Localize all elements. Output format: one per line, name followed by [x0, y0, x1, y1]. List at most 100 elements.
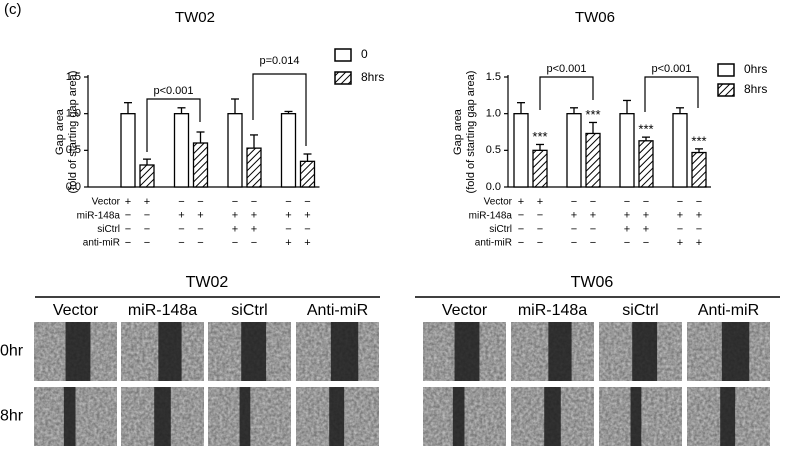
wound-gap [63, 387, 76, 446]
error-bar [623, 99, 631, 114]
significance-marker: *** [691, 133, 706, 148]
treatment-sign: − [251, 196, 257, 208]
treatment-sign: − [285, 196, 291, 208]
legend-swatch [334, 48, 352, 62]
treatment-sign: + [696, 210, 702, 222]
wound-gap [158, 322, 182, 381]
column-label: siCtrl [622, 302, 658, 319]
y-axis-label: Gap area [54, 108, 66, 155]
treatment-sign: − [178, 196, 184, 208]
treatment-sign: + [178, 210, 184, 222]
treatment-sign: − [232, 196, 238, 208]
treatment-sign: − [125, 223, 131, 235]
treatment-sign: − [144, 210, 150, 222]
bar [173, 113, 190, 188]
wound-gap [241, 322, 267, 381]
legend-swatch [717, 83, 735, 97]
bar [532, 149, 548, 188]
treatment-sign: + [643, 223, 649, 235]
error-bar [196, 131, 205, 143]
wound-gap [454, 322, 480, 381]
error-bar [231, 98, 239, 114]
micrograph [687, 387, 770, 446]
treatment-sign: − [537, 210, 543, 222]
treatment-sign: + [537, 196, 543, 208]
micrograph [34, 387, 117, 446]
treatment-label: miR-148a [469, 210, 513, 221]
error-bar [143, 158, 151, 165]
wound-gap [544, 387, 561, 446]
micrograph [511, 322, 594, 381]
error-bar [570, 107, 578, 114]
error-bar [536, 143, 544, 151]
legend-label: 0 [361, 47, 368, 61]
wound-gap [239, 387, 251, 446]
treatment-sign: + [643, 210, 649, 222]
wound-gap [548, 322, 572, 381]
y-tick-label: 0.0 [66, 181, 81, 193]
y-axis-label: (fold of starting gap area) [465, 71, 477, 194]
wound-gap [154, 387, 171, 446]
treatment-sign: − [144, 237, 150, 249]
bar [619, 113, 635, 188]
treatment-sign: + [677, 237, 683, 249]
bar [246, 147, 262, 188]
significance-bracket [146, 98, 201, 152]
row-label: 8hr [0, 408, 24, 425]
treatment-sign: + [144, 196, 150, 208]
treatment-sign: − [677, 196, 683, 208]
bar [691, 151, 707, 188]
column-label: Anti-miR [307, 302, 368, 319]
treatment-sign: − [643, 196, 649, 208]
treatment-sign: + [677, 210, 683, 222]
y-tick-label: 1.0 [66, 108, 81, 120]
legend-label: 8hrs [361, 70, 384, 84]
treatment-sign: − [571, 223, 577, 235]
treatment-sign: − [125, 237, 131, 249]
treatment-sign: + [624, 223, 630, 235]
bar [192, 142, 209, 188]
wound-gap [65, 322, 91, 381]
treatment-sign: − [537, 237, 543, 249]
y-tick-label: 1.0 [486, 108, 501, 120]
treatment-sign: − [590, 223, 596, 235]
bar [280, 113, 297, 188]
micrograph [296, 322, 379, 381]
micrograph [423, 322, 506, 381]
treatment-sign: − [304, 223, 310, 235]
legend-label: 8hrs [744, 82, 767, 96]
treatment-sign: − [197, 223, 203, 235]
significance-marker: *** [585, 107, 600, 122]
error-bar [517, 102, 525, 114]
micrograph [208, 322, 291, 381]
panel-label: (c) [4, 1, 22, 18]
treatment-sign: + [251, 210, 257, 222]
treatment-sign: + [251, 223, 257, 235]
error-bar [589, 121, 597, 134]
treatment-sign: − [696, 223, 702, 235]
treatment-label: miR-148a [77, 210, 121, 221]
y-tick-label: 1.5 [66, 71, 81, 83]
treatment-label: Vector [484, 197, 513, 208]
treatment-sign: − [285, 223, 291, 235]
treatment-sign: − [696, 196, 702, 208]
column-label: Vector [53, 302, 99, 319]
treatment-label: siCtrl [489, 224, 512, 235]
y-tick-label: 0.5 [486, 144, 501, 156]
treatment-sign: + [696, 237, 702, 249]
treatment-sign: − [590, 237, 596, 249]
significance-marker: *** [638, 122, 653, 137]
treatment-sign: + [232, 223, 238, 235]
panel-title: TW06 [571, 274, 614, 291]
column-label: Anti-miR [698, 302, 759, 319]
wound-gap [721, 322, 750, 381]
micrograph [121, 387, 204, 446]
legend-swatch [717, 63, 735, 77]
bar [299, 160, 316, 188]
wound-gap [720, 387, 736, 446]
micrograph [423, 387, 506, 446]
error-bar [642, 136, 650, 141]
treatment-sign: − [643, 237, 649, 249]
treatment-sign: − [624, 196, 630, 208]
y-tick-label: 1.5 [486, 71, 501, 83]
